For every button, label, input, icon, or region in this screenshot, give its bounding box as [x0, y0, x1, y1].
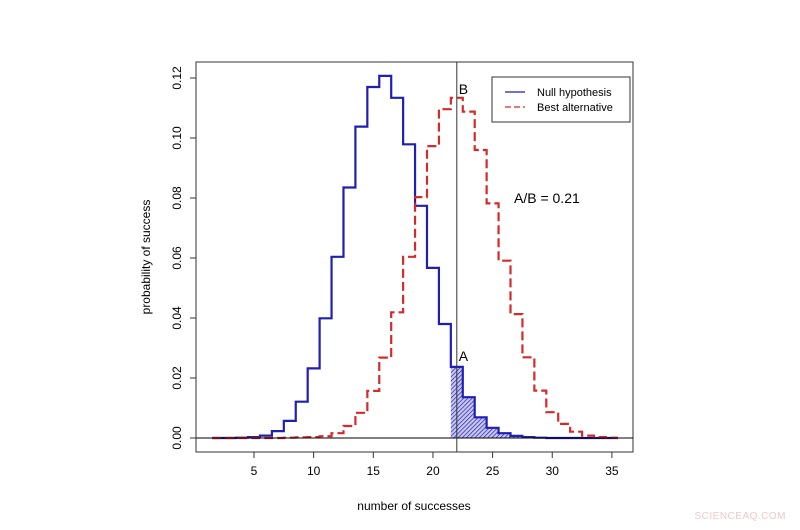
y-tick-label: 0.02: [170, 366, 184, 390]
series-layer: [212, 74, 618, 440]
annotation-a: A: [459, 348, 469, 364]
y-tick-label: 0.06: [170, 246, 184, 270]
annotation-ratio: A/B = 0.21: [514, 190, 580, 206]
x-tick-label: 30: [546, 464, 560, 478]
x-tick-label: 10: [307, 464, 321, 478]
shaded-area-a: [450, 366, 618, 438]
x-tick-label: 25: [486, 464, 500, 478]
y-tick-label: 0.12: [170, 66, 184, 90]
x-tick-label: 15: [367, 464, 381, 478]
x-tick-label: 35: [605, 464, 619, 478]
x-tick-label: 5: [251, 464, 258, 478]
y-tick-label: 0.04: [170, 306, 184, 330]
annotation-b: B: [459, 81, 468, 97]
y-tick-label: 0.00: [170, 426, 184, 450]
x-tick-label: 20: [426, 464, 440, 478]
legend-box: [491, 76, 631, 123]
watermark: SCIENCEAQ.COM: [694, 511, 786, 522]
x-axis: 5 10 15 20 25 30 35: [251, 451, 619, 478]
y-tick-label: 0.08: [170, 186, 184, 210]
legend: Null hypothesis Best alternative: [491, 76, 631, 123]
y-axis-label: probability of success: [139, 200, 153, 315]
series-best-alternative: [212, 96, 618, 440]
y-tick-label: 0.10: [170, 126, 184, 150]
x-axis-label: number of successes: [357, 499, 470, 513]
y-axis: 0.00 0.02 0.04 0.06 0.08 0.10 0.12: [170, 66, 197, 450]
legend-label-null: Null hypothesis: [537, 87, 612, 99]
shaded-region-layer: [450, 366, 618, 438]
legend-label-alt: Best alternative: [537, 102, 613, 114]
series-null-hypothesis: [212, 74, 618, 440]
